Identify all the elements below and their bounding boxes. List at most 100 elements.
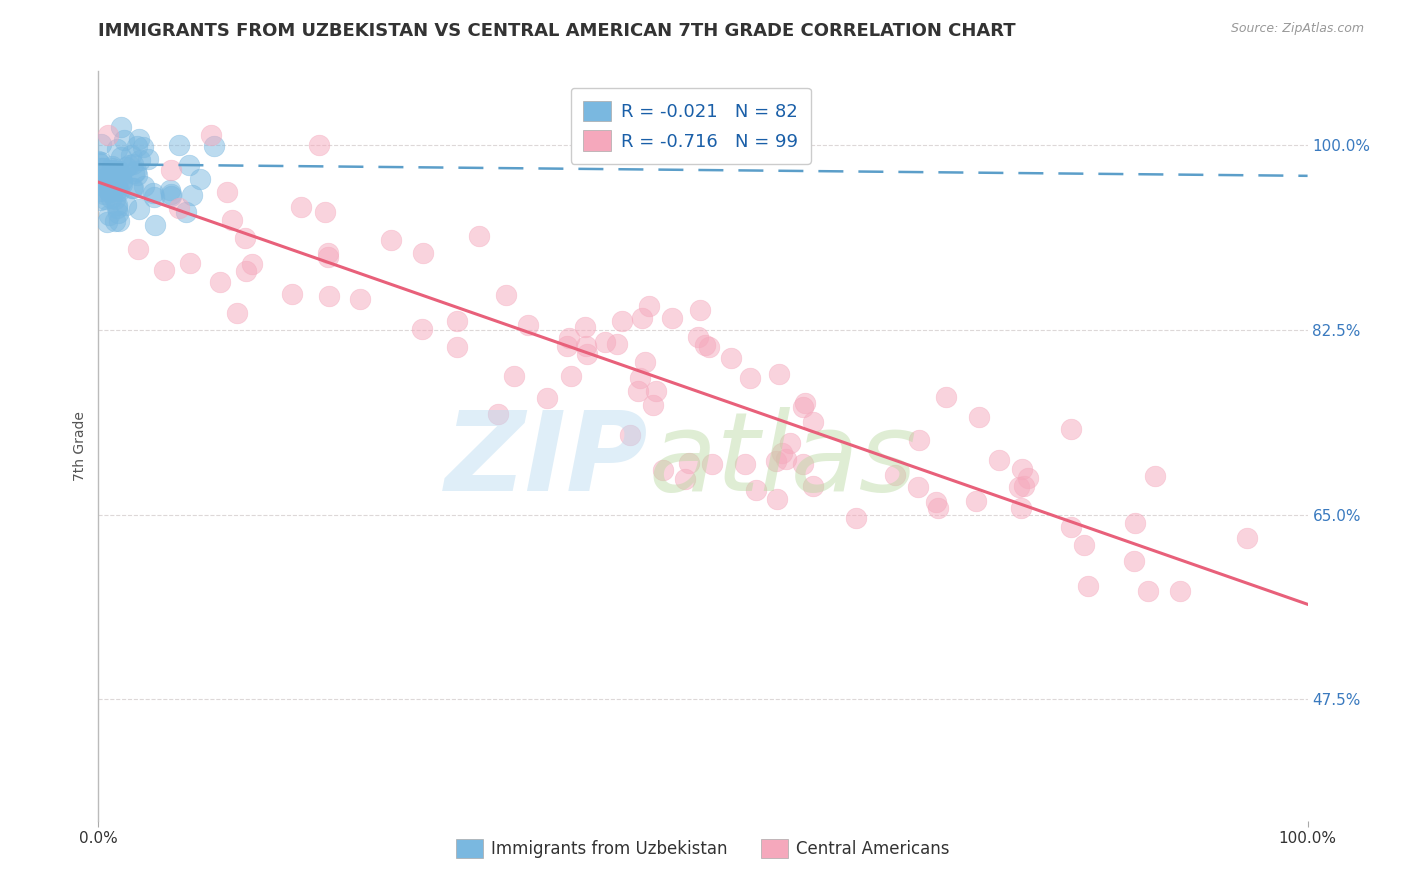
Point	[101, 162, 124, 177]
Point	[105, 179, 128, 194]
Point	[734, 457, 756, 471]
Point	[103, 171, 125, 186]
Text: atlas: atlas	[648, 408, 917, 515]
Point	[1011, 462, 1033, 476]
Point	[651, 463, 673, 477]
Point	[108, 164, 131, 178]
Point	[221, 213, 243, 227]
Point	[641, 398, 664, 412]
Point	[111, 178, 134, 192]
Point	[98, 167, 121, 181]
Point	[94, 179, 117, 194]
Point	[610, 313, 633, 327]
Point	[468, 229, 491, 244]
Point	[89, 156, 111, 170]
Point	[114, 197, 136, 211]
Point	[97, 177, 120, 191]
Point	[233, 231, 256, 245]
Point	[125, 164, 148, 178]
Point	[100, 191, 122, 205]
Point	[575, 339, 598, 353]
Point	[673, 472, 696, 486]
Point	[702, 457, 724, 471]
Point	[217, 185, 239, 199]
Point	[110, 120, 132, 134]
Point	[97, 183, 120, 197]
Point	[108, 163, 131, 178]
Point	[1012, 479, 1035, 493]
Point	[121, 157, 143, 171]
Point	[574, 319, 596, 334]
Point	[104, 192, 127, 206]
Text: ZIP: ZIP	[446, 408, 648, 515]
Point	[98, 208, 121, 222]
Point	[167, 201, 190, 215]
Point	[100, 165, 122, 179]
Point	[380, 233, 402, 247]
Point	[987, 453, 1010, 467]
Point	[104, 169, 127, 184]
Point	[1010, 500, 1032, 515]
Point	[965, 493, 987, 508]
Point	[1060, 520, 1083, 534]
Point	[107, 163, 129, 178]
Point	[94, 192, 117, 206]
Point	[128, 132, 150, 146]
Point	[174, 204, 197, 219]
Point	[495, 288, 517, 302]
Point	[235, 264, 257, 278]
Point	[125, 169, 148, 183]
Point	[115, 160, 138, 174]
Point	[97, 128, 120, 142]
Point	[557, 331, 579, 345]
Text: Source: ZipAtlas.com: Source: ZipAtlas.com	[1230, 22, 1364, 36]
Point	[120, 148, 142, 162]
Point	[105, 142, 128, 156]
Point	[631, 310, 654, 325]
Point	[314, 205, 336, 219]
Point	[775, 452, 797, 467]
Point	[689, 303, 711, 318]
Point	[503, 368, 526, 383]
Point	[1007, 479, 1029, 493]
Point	[720, 351, 742, 365]
Point	[606, 337, 628, 351]
Point	[738, 371, 761, 385]
Point	[169, 138, 191, 153]
Point	[627, 384, 650, 399]
Point	[97, 177, 120, 191]
Point	[349, 292, 371, 306]
Point	[883, 468, 905, 483]
Point	[634, 355, 657, 369]
Point	[486, 407, 509, 421]
Point	[181, 188, 204, 202]
Point	[136, 152, 159, 166]
Point	[111, 174, 134, 188]
Point	[1168, 584, 1191, 599]
Point	[766, 492, 789, 507]
Point	[101, 161, 124, 175]
Point	[179, 256, 201, 270]
Point	[105, 198, 128, 212]
Point	[927, 500, 949, 515]
Point	[555, 339, 578, 353]
Point	[202, 139, 225, 153]
Point	[107, 206, 129, 220]
Point	[188, 171, 211, 186]
Point	[177, 158, 200, 172]
Point	[619, 428, 641, 442]
Point	[638, 299, 661, 313]
Point	[145, 219, 167, 233]
Point	[131, 139, 153, 153]
Point	[142, 186, 165, 201]
Point	[845, 510, 868, 524]
Point	[240, 257, 263, 271]
Point	[110, 169, 132, 184]
Point	[516, 318, 538, 332]
Point	[308, 138, 330, 153]
Point	[765, 454, 787, 468]
Point	[209, 275, 232, 289]
Y-axis label: 7th Grade: 7th Grade	[73, 411, 87, 481]
Point	[575, 347, 598, 361]
Point	[91, 178, 114, 193]
